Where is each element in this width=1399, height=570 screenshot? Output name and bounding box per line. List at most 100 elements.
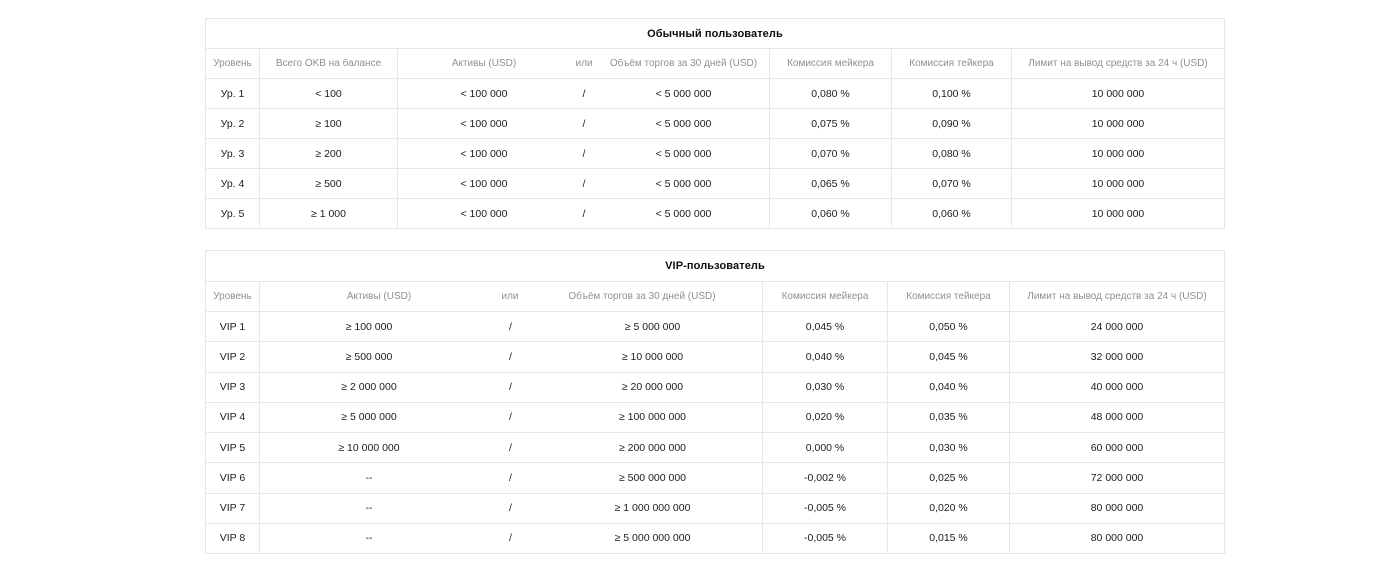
table-cell: 40 000 000 [1090,381,1144,394]
table-cell: ≥ 10 000 000 [338,441,400,454]
table-cell: / [582,117,586,130]
fee-table-regular-user: Обычный пользователь Уровень Всего OKB на… [205,18,1225,229]
table-cell: VIP 2 [206,342,260,372]
table-cell: 0,035 % [888,402,1010,432]
table-cell: 0,025 % [888,463,1010,493]
table-cell: 0,020 % [763,402,888,432]
table-cell: Ур. 5 [206,199,260,228]
header-cell: Активы (USD) [346,291,412,302]
table-cell: 0,040 % [763,342,888,372]
table-cell: 80 000 000 [1090,502,1144,515]
table-cell: / [509,532,512,545]
table-cell: ≥ 500 000 000 [543,463,763,493]
table-cell: -0,005 % [763,493,888,523]
table-cell: 32 000 000 [1090,350,1144,363]
table-cell: VIP 8 [206,523,260,553]
header-cell: Лимит на вывод средств за 24 ч (USD) [1028,58,1208,69]
table-cell: / [582,147,586,160]
table-cell: -- [365,471,373,484]
table-cell: 0,040 % [888,372,1010,402]
table-cell: Ур. 4 [206,169,260,198]
table-cell: / [509,350,512,363]
table-cell: VIP 1 [206,312,260,342]
table-title-row: Обычный пользователь [206,19,1224,49]
table-cell: 60 000 000 [1090,441,1144,454]
table-cell: 10 000 000 [1091,147,1145,160]
table-cell: 0,045 % [888,342,1010,372]
table-cell: / [509,320,512,333]
table-cell: 0,000 % [763,433,888,463]
table-cell: 72 000 000 [1090,471,1144,484]
table-row: VIP 8 -- / ≥ 5 000 000 000 -0,005 % 0,015 % 80… [206,523,1224,554]
table-cell: 0,070 % [892,169,1012,198]
table-cell: ≥ 500 000 [345,350,393,363]
table-cell: VIP 6 [206,463,260,493]
table-cell: 0,050 % [888,312,1010,342]
table-cell: ≥ 2 000 000 [341,381,397,394]
table-cell: 10 000 000 [1091,117,1145,130]
table-cell: ≥ 20 000 000 [543,372,763,402]
table-cell: < 100 000 [460,207,508,220]
header-cell: Активы (USD) [451,58,517,69]
table-title: VIP-пользователь [665,260,765,272]
table-cell: ≥ 5 000 000 [543,312,763,342]
table-cell: 0,075 % [770,109,892,138]
header-cell: Объём торгов за 30 дней (USD) [522,282,763,311]
header-cell: Уровень [206,49,260,78]
table-cell: < 100 [260,79,398,108]
table-cell: 10 000 000 [1091,207,1145,220]
table-cell: ≥ 5 000 000 000 [543,523,763,553]
table-row: VIP 4 ≥ 5 000 000 / ≥ 100 000 000 0,020 % 0,0… [206,402,1224,433]
table-cell: / [509,502,512,515]
table-cell: VIP 7 [206,493,260,523]
table-cell: 0,030 % [763,372,888,402]
table-cell: ≥ 10 000 000 [543,342,763,372]
table-cell: < 5 000 000 [598,79,770,108]
table-cell: Ур. 1 [206,79,260,108]
table-cell: ≥ 500 [260,169,398,198]
table-cell: -- [365,532,373,545]
table-cell: / [509,441,512,454]
header-cell: или [501,291,519,302]
table-row: VIP 3 ≥ 2 000 000 / ≥ 20 000 000 0,030 % 0,04… [206,372,1224,403]
table-header-row: Уровень Активы (USD) или Объём торгов за 30… [206,282,1224,312]
table-cell: / [582,207,586,220]
table-row: VIP 2 ≥ 500 000 / ≥ 10 000 000 0,040 % 0,045 … [206,342,1224,373]
table-cell: ≥ 100 000 [345,320,393,333]
table-cell: ≥ 200 [260,139,398,168]
header-cell: Всего OKB на балансе [260,49,398,78]
table-cell: < 5 000 000 [598,139,770,168]
table-cell: 0,065 % [770,169,892,198]
header-cell: Лимит на вывод средств за 24 ч (USD) [1027,291,1207,302]
table-cell: < 5 000 000 [598,169,770,198]
table-cell: ≥ 1 000 [260,199,398,228]
table-cell: VIP 3 [206,372,260,402]
table-cell: ≥ 100 000 000 [543,402,763,432]
table-cell: 24 000 000 [1090,320,1144,333]
table-cell: 0,080 % [770,79,892,108]
header-cell: или [575,58,593,69]
table-cell: / [509,411,512,424]
header-cell: Объём торгов за 30 дней (USD) [598,49,770,78]
table-cell: -0,005 % [763,523,888,553]
header-cell: Уровень [206,282,260,311]
table-row: Ур. 2 ≥ 100 < 100 000 / < 5 000 000 0,075 % 0,… [206,109,1224,139]
table-row: VIP 7 -- / ≥ 1 000 000 000 -0,005 % 0,020 % 80… [206,493,1224,524]
table-cell: ≥ 1 000 000 000 [543,493,763,523]
table-cell: 80 000 000 [1090,532,1144,545]
table-cell: 0,030 % [888,433,1010,463]
table-cell: < 5 000 000 [598,109,770,138]
table-cell: 0,080 % [892,139,1012,168]
header-cell: Комиссия тейкера [888,282,1010,311]
table-cell: ≥ 5 000 000 [341,411,397,424]
table-cell: Ур. 3 [206,139,260,168]
table-row: Ур. 5 ≥ 1 000 < 100 000/< 5 000 000 0,060 %… [206,199,1224,229]
table-cell: < 100 000 [460,87,508,100]
table-row: Ур. 4 ≥ 500 < 100 000 / < 5 000 000 0,065 % 0,… [206,169,1224,199]
table-cell: ≥ 200 000 000 [543,433,763,463]
header-cell: Комиссия тейкера [892,49,1012,78]
table-cell: 0,100 % [892,79,1012,108]
fee-table-vip-user: VIP-пользователь Уровень Активы (USD) или О… [205,250,1225,554]
table-cell: VIP 5 [206,433,260,463]
